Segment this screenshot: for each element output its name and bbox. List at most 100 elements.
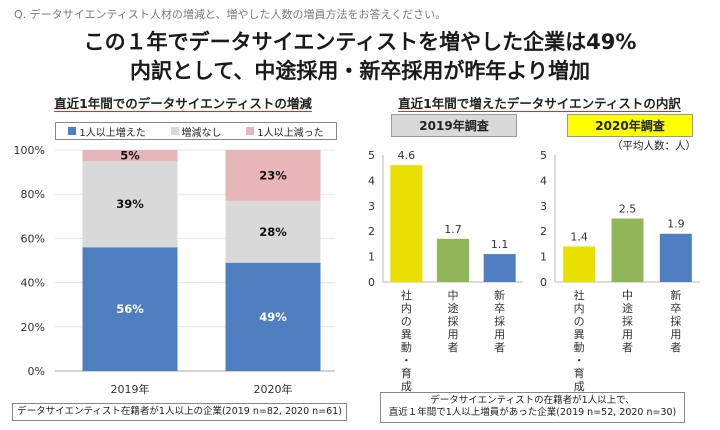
right-chart-note: データサイエンティストの在籍者が1人以上で、 直近１年間で1人以上増員があった企… [380, 392, 685, 423]
x-tick-label-char: 内 [574, 301, 585, 315]
headline-line-1: この１年でデータサイエンティストを増やした企業は49% [83, 30, 637, 54]
unit-label: （平均人数：人） [612, 140, 696, 152]
y-tick-label: 2 [540, 225, 547, 238]
right-chart-subtitle: 直近1年間で増えたデータサイエンティストの内訳 [398, 96, 681, 111]
x-tick-label-char: 採 [670, 314, 681, 328]
y-tick-label-left: 20% [21, 321, 45, 334]
y-tick-label: 1 [368, 251, 375, 264]
bar-data-label: 28% [259, 225, 287, 239]
x-tick-label-char: 動 [574, 340, 585, 354]
x-tick-label-char: 途 [448, 301, 459, 315]
legend-item-no-change: 増減なし [170, 124, 222, 139]
bar-data-label: 39% [116, 197, 144, 211]
x-tick-label-char: の [574, 315, 585, 328]
x-tick-label-char: 採 [448, 314, 459, 328]
x-tick-label-char: 成 [574, 380, 585, 393]
x-tick-label-char: ・ [401, 354, 412, 367]
x-tick-label-char: 社 [574, 288, 585, 302]
bar-segment [225, 200, 321, 263]
x-tick-label-char: 者 [622, 341, 633, 354]
y-tick-label: 1 [540, 251, 547, 264]
bar-value-label: 4.6 [398, 149, 416, 162]
bar [390, 165, 423, 282]
right-note-line-1: データサイエンティストの在籍者が1人以上で、 [430, 395, 635, 406]
y-tick-label: 2 [368, 225, 375, 238]
x-tick-label-char: 用 [494, 328, 505, 341]
badge-2020-survey: 2020年調査 [567, 114, 693, 137]
bar [437, 238, 469, 282]
y-tick-label: 0 [368, 276, 375, 289]
x-tick-label-char: 社 [401, 288, 412, 302]
legend-item-increased: 1人以上増えた [68, 124, 146, 139]
bar [563, 246, 596, 282]
y-tick-label: 5 [368, 149, 375, 162]
y-tick-label-left: 100% [14, 144, 45, 157]
left-chart-legend: 1人以上増えた 増減なし 1人以上減った [55, 122, 337, 140]
x-tick-label-char: 中 [622, 289, 633, 302]
bar-value-label: 1.9 [667, 218, 685, 231]
bar-segment [225, 150, 321, 201]
right-note-line-2: 直近１年間で1人以上増員があった企業(2019 n=52, 2020 n=30) [388, 407, 677, 419]
bar-value-label: 2.5 [619, 203, 637, 216]
left-stacked-bar-chart: 0% 20% 40% 60% 80% 100% 56% 39% 5% 2019年 49% 28% 23%… [14, 144, 335, 396]
x-tick-label-left: 2019年 [111, 382, 150, 396]
x-tick-label-char: 新 [670, 288, 681, 302]
x-tick-label-char: 異 [401, 328, 412, 341]
x-tick-label-char: 途 [622, 301, 633, 315]
bar [611, 218, 644, 282]
bar-segment [225, 262, 321, 371]
bar-value-label: 1.1 [491, 238, 509, 251]
bar [659, 233, 692, 282]
y-tick-label-left: 80% [21, 188, 45, 201]
x-tick-label-char: 育 [401, 366, 412, 380]
x-tick-label-char: 者 [494, 341, 505, 354]
left-chart-note: データサイエンティスト在籍者が1人以上の企業(2019 n=82, 2020 n… [12, 403, 347, 422]
bar [483, 254, 516, 282]
x-tick-label-char: 卒 [670, 301, 681, 315]
x-tick-label-char: 新 [494, 288, 505, 302]
left-chart-subtitle: 直近1年間でのデータサイエンティストの増減 [54, 96, 312, 111]
legend-item-decreased: 1人以上減った [246, 124, 324, 139]
headline-line-2: 内訳として、中途採用・新卒採用が昨年より増加 [130, 59, 590, 83]
x-tick-label-char: 用 [448, 328, 459, 341]
y-tick-label-left: 60% [21, 232, 45, 245]
y-tick-label-left: 40% [21, 277, 45, 290]
x-tick-label-char: 成 [401, 380, 412, 393]
bar-data-label: 49% [259, 310, 287, 324]
x-tick-label-char: の [401, 315, 412, 328]
x-tick-label-char: 育 [574, 366, 585, 380]
bar-data-label: 5% [120, 149, 140, 163]
x-tick-label-char: 中 [448, 289, 459, 302]
x-tick-label-char: 異 [574, 328, 585, 341]
x-tick-label-char: ・ [574, 354, 585, 367]
x-tick-label-char: 卒 [494, 301, 505, 315]
y-tick-label: 3 [368, 200, 375, 213]
question-text: Q. データサイエンティスト人材の増減と、増やした人数の増員方法をお答えください… [14, 8, 447, 21]
y-tick-label: 0 [540, 276, 547, 289]
x-tick-label-char: 内 [401, 301, 412, 315]
bar-value-label: 1.4 [570, 230, 588, 243]
x-tick-label-char: 動 [401, 340, 412, 354]
bar-value-label: 1.7 [444, 223, 462, 236]
x-tick-label-char: 採 [622, 314, 633, 328]
y-tick-label-left: 0% [28, 365, 45, 378]
x-tick-label-char: 用 [622, 328, 633, 341]
x-tick-label-char: 者 [670, 341, 681, 354]
bar-segment [82, 247, 178, 371]
y-tick-label: 3 [540, 200, 547, 213]
bar-data-label: 23% [259, 168, 287, 182]
badge-2019-survey: 2019年調査 [391, 114, 517, 137]
x-tick-label-char: 採 [494, 314, 505, 328]
bar-segment [82, 161, 178, 248]
x-tick-label-left: 2020年 [254, 382, 293, 396]
y-tick-label: 4 [540, 174, 547, 187]
y-tick-label: 4 [368, 174, 375, 187]
bar-segment [82, 150, 178, 162]
x-tick-label-char: 者 [448, 341, 459, 354]
y-tick-label: 5 [540, 149, 547, 162]
bar-data-label: 56% [116, 302, 144, 316]
x-tick-label-char: 用 [670, 328, 681, 341]
